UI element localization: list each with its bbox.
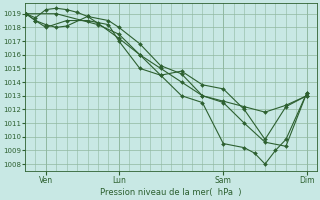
- X-axis label: Pression niveau de la mer(  hPa  ): Pression niveau de la mer( hPa ): [100, 188, 242, 197]
